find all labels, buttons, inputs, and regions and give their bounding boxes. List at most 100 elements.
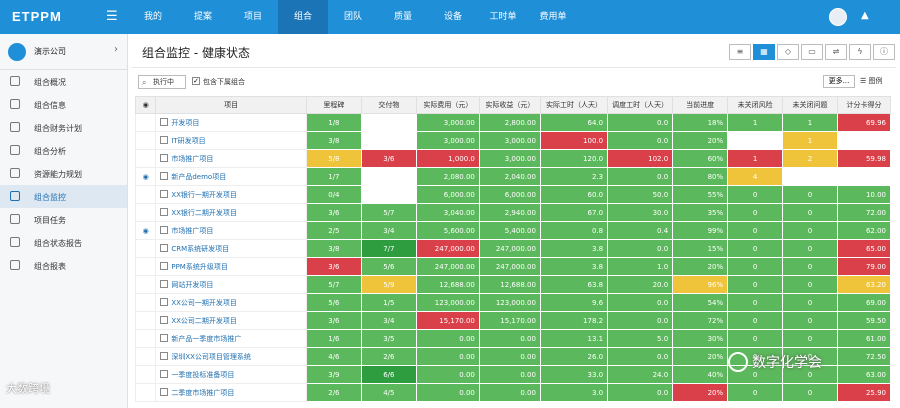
bell-icon[interactable]: ▲ xyxy=(861,10,869,21)
row-eye-cell[interactable] xyxy=(134,329,157,348)
row-eye-cell[interactable] xyxy=(134,149,157,168)
grid-view-icon[interactable]: ▦ xyxy=(753,44,775,60)
row-eye-cell[interactable] xyxy=(134,347,157,366)
project-link[interactable]: 一季度投标准备项目 xyxy=(171,370,235,379)
row-eye-cell[interactable] xyxy=(134,383,157,402)
info-icon[interactable]: ⓘ xyxy=(873,44,895,60)
sidebar-item[interactable]: 组合监控 xyxy=(0,185,127,208)
nav-item[interactable]: 费用单 xyxy=(539,12,567,22)
column-header[interactable]: 实际费用（元） xyxy=(415,96,480,114)
project-link[interactable]: 新产品demo项目 xyxy=(171,172,227,181)
row-eye-cell[interactable] xyxy=(134,311,157,330)
project-name-cell[interactable]: 深圳XX公司项目管理系统 xyxy=(155,347,307,366)
project-link[interactable]: 二季度市场推广项目 xyxy=(171,388,235,397)
nav-item[interactable]: 工时单 xyxy=(489,12,517,22)
diamond-icon[interactable]: ◇ xyxy=(777,44,799,60)
menu-icon[interactable]: ☰ xyxy=(106,9,118,24)
project-link[interactable]: XX银行二期开发项目 xyxy=(171,208,237,217)
project-name-cell[interactable]: 市场推广项目 xyxy=(155,149,307,168)
project-link[interactable]: 开发项目 xyxy=(171,118,200,127)
column-header[interactable]: 未关闭问题 xyxy=(782,96,838,114)
nav-item[interactable]: 团队 xyxy=(343,12,362,22)
avatar[interactable] xyxy=(829,8,847,26)
eye-icon[interactable]: ◉ xyxy=(142,172,149,181)
project-name-cell[interactable]: 二季度市场推广项目 xyxy=(155,383,307,402)
sidebar-item[interactable]: 组合状态报告 xyxy=(0,231,127,254)
chevron-right-icon[interactable]: › xyxy=(114,44,118,55)
project-name-cell[interactable]: 网站开发项目 xyxy=(155,275,307,294)
eye-icon[interactable]: ◉ xyxy=(142,226,149,235)
app-logo[interactable]: ETPPM xyxy=(12,9,62,24)
project-name-cell[interactable]: CRM系统研发项目 xyxy=(155,239,307,258)
nav-item[interactable]: 项目 xyxy=(243,12,262,22)
row-eye-cell[interactable] xyxy=(134,239,157,258)
row-eye-cell[interactable] xyxy=(134,257,157,276)
sidebar-item[interactable]: 组合概况 xyxy=(0,70,127,93)
project-link[interactable]: XX银行一期开发项目 xyxy=(171,190,237,199)
company-selector[interactable]: 演示公司 › xyxy=(0,34,127,70)
status-filter[interactable]: ⌕ 执行中 xyxy=(138,75,186,89)
project-link[interactable]: 市场推广项目 xyxy=(171,154,214,163)
column-header[interactable]: 未关闭风险 xyxy=(727,96,784,114)
nav-item[interactable]: 我的 xyxy=(143,12,162,22)
project-name-cell[interactable]: 开发项目 xyxy=(155,113,307,132)
column-header[interactable]: 当前进度 xyxy=(672,96,729,114)
eye-icon[interactable]: ◉ xyxy=(134,96,157,114)
project-link[interactable]: CRM系统研发项目 xyxy=(171,244,230,253)
project-name-cell[interactable]: XX银行二期开发项目 xyxy=(155,203,307,222)
project-name-cell[interactable]: XX公司一期开发项目 xyxy=(155,293,307,312)
lightning-icon[interactable]: ϟ xyxy=(849,44,871,60)
column-header[interactable]: 实际工时（人天） xyxy=(539,96,609,114)
column-header[interactable]: 计分卡得分 xyxy=(837,96,891,114)
table-row: 市场推广项目 5/8 3/6 1,000.0 3,000.00 120.0 102.0 60%… xyxy=(134,149,891,168)
column-header[interactable]: 调度工时（人天） xyxy=(607,96,674,114)
metric-cell: 20% xyxy=(672,347,729,366)
project-link[interactable]: 深圳XX公司项目管理系统 xyxy=(171,352,251,361)
row-eye-cell[interactable] xyxy=(134,203,157,222)
row-eye-cell[interactable]: ◉ xyxy=(134,167,157,186)
nav-item[interactable]: 提案 xyxy=(193,12,212,22)
column-header[interactable]: 实际收益（元） xyxy=(478,96,541,114)
column-header[interactable]: 里程碑 xyxy=(305,96,362,114)
row-eye-cell[interactable] xyxy=(134,185,157,204)
project-name-cell[interactable]: 一季度投标准备项目 xyxy=(155,365,307,384)
compare-icon[interactable]: ⇌ xyxy=(825,44,847,60)
row-eye-cell[interactable] xyxy=(134,365,157,384)
nav-item[interactable]: 设备 xyxy=(443,12,462,22)
sidebar-item[interactable]: 组合分析 xyxy=(0,139,127,162)
metric-cell: 1/5 xyxy=(360,293,417,312)
project-name-cell[interactable]: XX公司二期开发项目 xyxy=(155,311,307,330)
column-header[interactable]: 项目 xyxy=(155,96,307,114)
project-link[interactable]: XX公司二期开发项目 xyxy=(171,316,237,325)
row-eye-cell[interactable] xyxy=(134,293,157,312)
nav-item[interactable]: 组合 xyxy=(278,0,328,34)
sidebar-item[interactable]: 组合报表 xyxy=(0,254,127,277)
project-link[interactable]: 网站开发项目 xyxy=(171,280,214,289)
sidebar-item[interactable]: 项目任务 xyxy=(0,208,127,231)
sidebar-item[interactable]: 组合信息 xyxy=(0,93,127,116)
project-name-cell[interactable]: 新产品demo项目 xyxy=(155,167,307,186)
gantt-icon[interactable]: ▭ xyxy=(801,44,823,60)
row-eye-cell[interactable] xyxy=(134,131,157,150)
column-header[interactable]: 交付物 xyxy=(360,96,417,114)
project-link[interactable]: 新产品一季度市场推广 xyxy=(171,334,242,343)
legend-button[interactable]: ☰ 图例 xyxy=(860,77,883,85)
include-sub-checkbox[interactable]: ✓ xyxy=(192,77,200,85)
project-name-cell[interactable]: PPM系统升级项目 xyxy=(155,257,307,276)
row-eye-cell[interactable] xyxy=(134,275,157,294)
nav-item[interactable]: 质量 xyxy=(393,12,412,22)
project-name-cell[interactable]: IT研发项目 xyxy=(155,131,307,150)
row-eye-cell[interactable]: ◉ xyxy=(134,221,157,240)
project-name-cell[interactable]: 新产品一季度市场推广 xyxy=(155,329,307,348)
project-name-cell[interactable]: XX银行一期开发项目 xyxy=(155,185,307,204)
row-eye-cell[interactable] xyxy=(134,113,157,132)
project-link[interactable]: 市场推广项目 xyxy=(171,226,214,235)
list-view-icon[interactable]: ≡ xyxy=(729,44,751,60)
sidebar-item[interactable]: 资源能力规划 xyxy=(0,162,127,185)
sidebar-item[interactable]: 组合财务计划 xyxy=(0,116,127,139)
project-name-cell[interactable]: 市场推广项目 xyxy=(155,221,307,240)
project-link[interactable]: PPM系统升级项目 xyxy=(171,262,228,271)
project-link[interactable]: XX公司一期开发项目 xyxy=(171,298,237,307)
more-button[interactable]: 更多... xyxy=(823,75,855,88)
project-link[interactable]: IT研发项目 xyxy=(171,136,206,145)
